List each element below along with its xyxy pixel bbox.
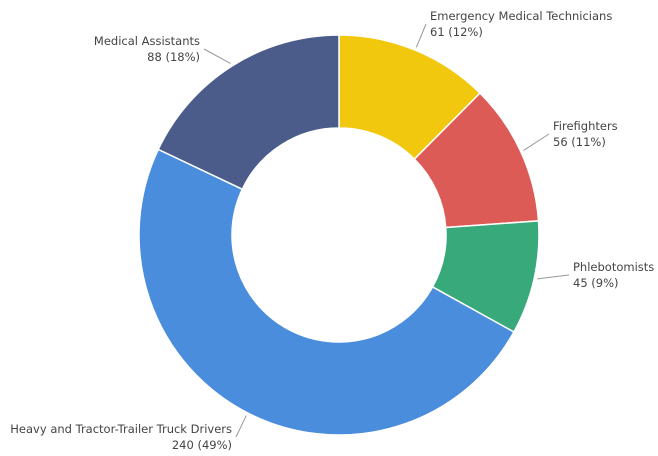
slice-label: Phlebotomists (573, 260, 654, 274)
slice-label: Medical Assistants (94, 34, 200, 48)
donut-slice (157, 34, 340, 191)
slice-value-label: 45 (9%) (573, 276, 619, 290)
leader-line (415, 23, 427, 48)
slice-label: Firefighters (553, 119, 618, 133)
slice-value-label: 88 (18%) (147, 50, 200, 64)
leader-line (203, 48, 231, 64)
slice-label: Heavy and Tractor-Trailer Truck Drivers (10, 422, 232, 436)
donut-slice (138, 148, 515, 436)
leader-line (523, 133, 550, 151)
leader-line (537, 274, 570, 280)
slice-value-label: 240 (49%) (172, 438, 232, 452)
leader-line (235, 415, 247, 438)
slice-value-label: 61 (12%) (430, 25, 483, 39)
slice-value-label: 56 (11%) (553, 135, 606, 149)
slice-label: Emergency Medical Technicians (430, 9, 612, 23)
